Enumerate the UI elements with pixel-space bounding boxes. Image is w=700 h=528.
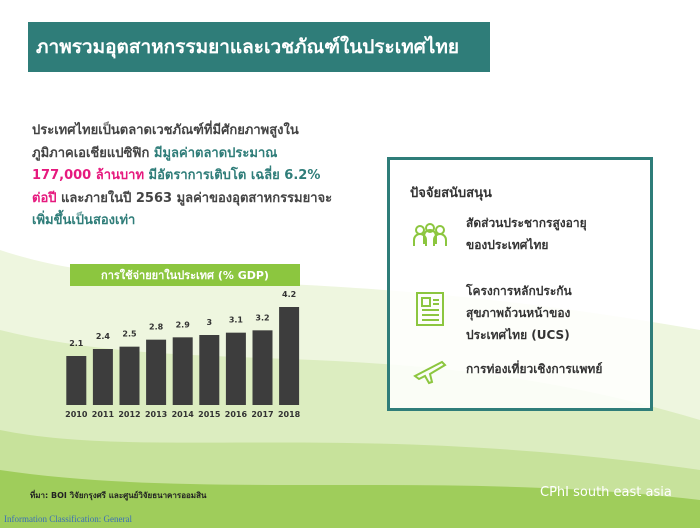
support-item-line: โครงการหลักประกัน: [466, 284, 572, 298]
intro-segment: ต่อปี: [32, 190, 57, 206]
intro-line: เพิ่มขึ้นเป็นสองเท่า: [32, 210, 392, 233]
data-label: 2.8: [149, 323, 164, 332]
x-tick-label: 2018: [278, 410, 301, 419]
x-tick-label: 2017: [251, 410, 273, 419]
data-label: 3.2: [255, 313, 269, 322]
x-tick-label: 2016: [225, 410, 248, 419]
brand-logo: CPhI south east asia: [540, 485, 672, 500]
data-label: 2.5: [122, 330, 137, 339]
support-item-line: ของประเทศไทย: [466, 238, 549, 252]
chart: การใช้จ่ายยาในประเทศ (% GDP) 2.1 2010 2.4 2…: [65, 264, 301, 419]
data-label: 2.1: [69, 339, 84, 348]
intro-paragraph: ประเทศไทยเป็นตลาดเวชภัณฑ์ที่มีศักยภาพสูง…: [32, 120, 392, 233]
intro-line: ประเทศไทยเป็นตลาดเวชภัณฑ์ที่มีศักยภาพสูง…: [32, 120, 392, 143]
plane-icon: [413, 360, 447, 385]
source-note: ที่มา: BOI วิจัยกรุงศรี และศูนย์วิจัยธนา…: [30, 491, 207, 500]
header-title: ภาพรวมอุตสาหกรรมยาและเวชภัณฑ์ในประเทศไทย: [28, 22, 490, 72]
intro-segment: มีมูลค่าตลาดประมาณ: [153, 145, 278, 161]
support-item-line: ประเทศไทย (UCS): [466, 328, 570, 342]
data-label: 2.4: [96, 332, 111, 341]
data-label: 4.2: [282, 290, 296, 299]
chart-title: การใช้จ่ายยาในประเทศ (% GDP): [101, 268, 269, 282]
intro-line: ต่อปี และภายในปี 2563 มูลค่าของอุตสาหกรร…: [32, 188, 392, 211]
data-label: 2.9: [176, 320, 191, 329]
data-label: 3: [207, 318, 213, 327]
data-label: 3.1: [229, 316, 244, 325]
x-tick-label: 2014: [172, 410, 195, 419]
intro-segment: 177,000 ล้านบาท: [32, 168, 145, 183]
bar: [119, 346, 140, 405]
classification: Information Classification: General: [4, 514, 132, 524]
panel-title: ปัจจัยสนับสนุน: [410, 186, 492, 201]
chart-title-box: [70, 264, 300, 286]
intro-segment: และภายในปี 2563 มูลค่าของอุตสาหกรรมยาจะ: [56, 190, 333, 206]
intro-segment: เพิ่มขึ้นเป็นสองเท่า: [32, 213, 136, 228]
support-panel: ปัจจัยสนับสนุน สัดส่วนประชากรสูงอายุของป…: [387, 157, 653, 411]
bar: [252, 330, 273, 405]
support-item: สัดส่วนประชากรสูงอายุของประเทศไทย: [466, 212, 587, 256]
support-item: โครงการหลักประกันสุขภาพถ้วนหน้าของประเทศ…: [466, 280, 572, 346]
support-item-line: การท่องเที่ยวเชิงการแพทย์: [466, 362, 603, 376]
x-tick-label: 2010: [65, 410, 88, 419]
support-item: การท่องเที่ยวเชิงการแพทย์: [466, 358, 602, 380]
x-tick-label: 2013: [145, 410, 167, 419]
bar: [66, 356, 87, 405]
bar: [199, 335, 220, 405]
bar: [172, 337, 193, 405]
x-tick-label: 2011: [92, 410, 115, 419]
bar: [225, 332, 246, 405]
bar: [279, 307, 300, 405]
support-item-line: สุขภาพถ้วนหน้าของ: [466, 306, 571, 320]
intro-segment: ประเทศไทยเป็นตลาดเวชภัณฑ์ที่มีศักยภาพสูง…: [32, 123, 299, 138]
intro-segment: ภูมิภาคเอเชียแปซิฟิก: [32, 145, 154, 161]
x-tick-label: 2015: [198, 410, 221, 419]
intro-line: ภูมิภาคเอเชียแปซิฟิก มีมูลค่าตลาดประมาณ: [32, 143, 392, 166]
people-icon: [413, 223, 447, 246]
bar: [92, 349, 113, 405]
document-icon: [416, 292, 444, 326]
bar: [146, 339, 167, 405]
support-item-line: สัดส่วนประชากรสูงอายุ: [466, 216, 587, 230]
x-tick-label: 2012: [118, 410, 140, 419]
intro-segment: มีอัตราการเติบโต เฉลี่ย 6.2%: [144, 168, 321, 183]
intro-line: 177,000 ล้านบาท มีอัตราการเติบโต เฉลี่ย …: [32, 165, 392, 188]
